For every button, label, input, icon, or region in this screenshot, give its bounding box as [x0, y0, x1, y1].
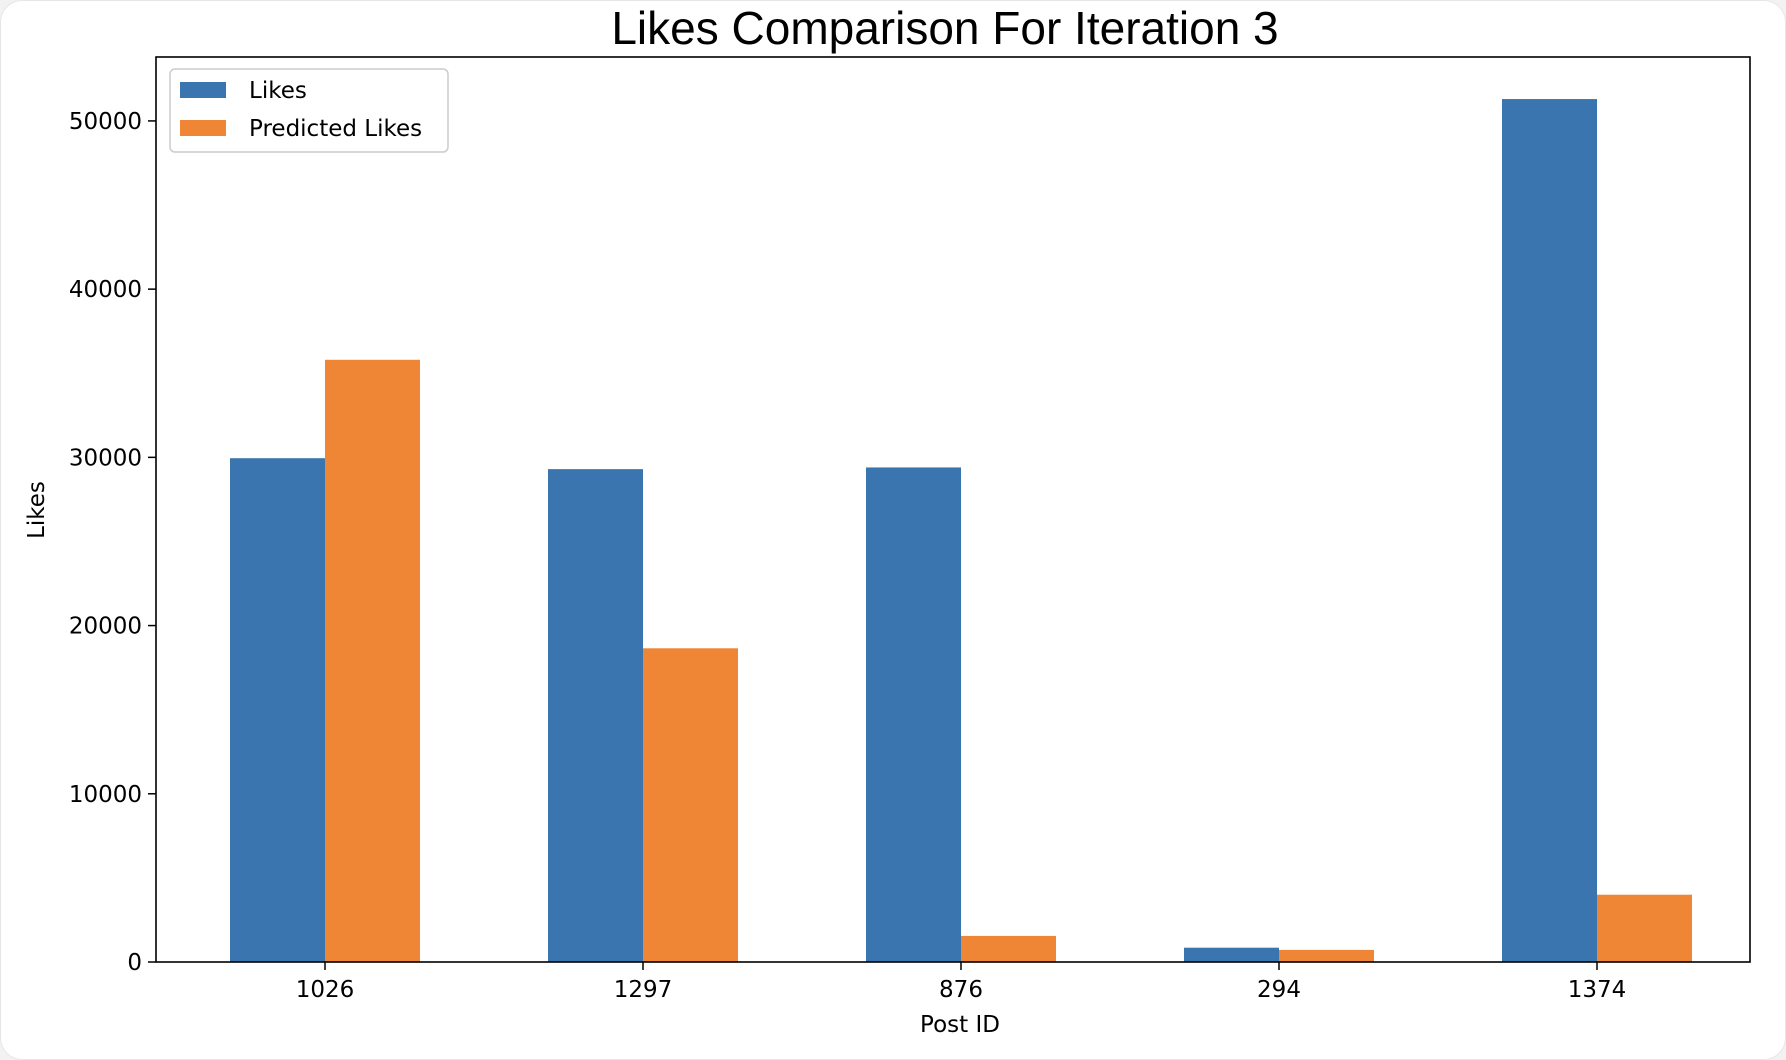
plot-area-frame [155, 56, 1751, 963]
bar-likes-876 [866, 467, 961, 962]
legend-label-predicted-likes: Predicted Likes [249, 116, 422, 142]
x-tick-label: 1297 [614, 977, 673, 1003]
x-axis: 1026 1297 876 294 1374 [296, 962, 1627, 1003]
x-tick-label: 1374 [1568, 977, 1627, 1003]
legend-swatch-predicted-likes [180, 120, 226, 136]
bar-likes-1374 [1502, 99, 1597, 963]
x-tick-label: 1026 [296, 977, 355, 1003]
bar-predicted-likes-876 [961, 935, 1056, 962]
y-tick-label: 10000 [69, 782, 142, 808]
bar-predicted-likes-1374 [1597, 894, 1692, 962]
y-axis-label: Likes [24, 481, 50, 539]
bars-group [230, 99, 1692, 963]
y-tick-label: 50000 [69, 109, 142, 135]
legend-box [169, 68, 449, 153]
bar-likes-294 [1184, 947, 1279, 962]
bar-predicted-likes-1297 [643, 648, 738, 962]
y-axis: 0 10000 20000 30000 40000 50000 [69, 109, 156, 976]
bar-likes-1297 [548, 469, 643, 962]
y-tick-label: 30000 [69, 445, 142, 471]
y-tick-label: 0 [127, 950, 142, 976]
y-tick-label: 20000 [69, 614, 142, 640]
legend: Likes Predicted Likes [169, 68, 449, 153]
x-tick-label: 876 [939, 977, 983, 1003]
bar-predicted-likes-1026 [325, 359, 420, 963]
chart-title: Likes Comparison For Iteration 3 [611, 2, 1278, 54]
bar-likes-1026 [230, 458, 325, 962]
x-tick-label: 294 [1257, 977, 1301, 1003]
y-tick-label: 40000 [69, 277, 142, 303]
x-axis-label: Post ID [920, 1012, 1000, 1038]
legend-swatch-likes [180, 82, 226, 98]
bar-predicted-likes-294 [1279, 949, 1374, 962]
legend-label-likes: Likes [249, 78, 307, 104]
